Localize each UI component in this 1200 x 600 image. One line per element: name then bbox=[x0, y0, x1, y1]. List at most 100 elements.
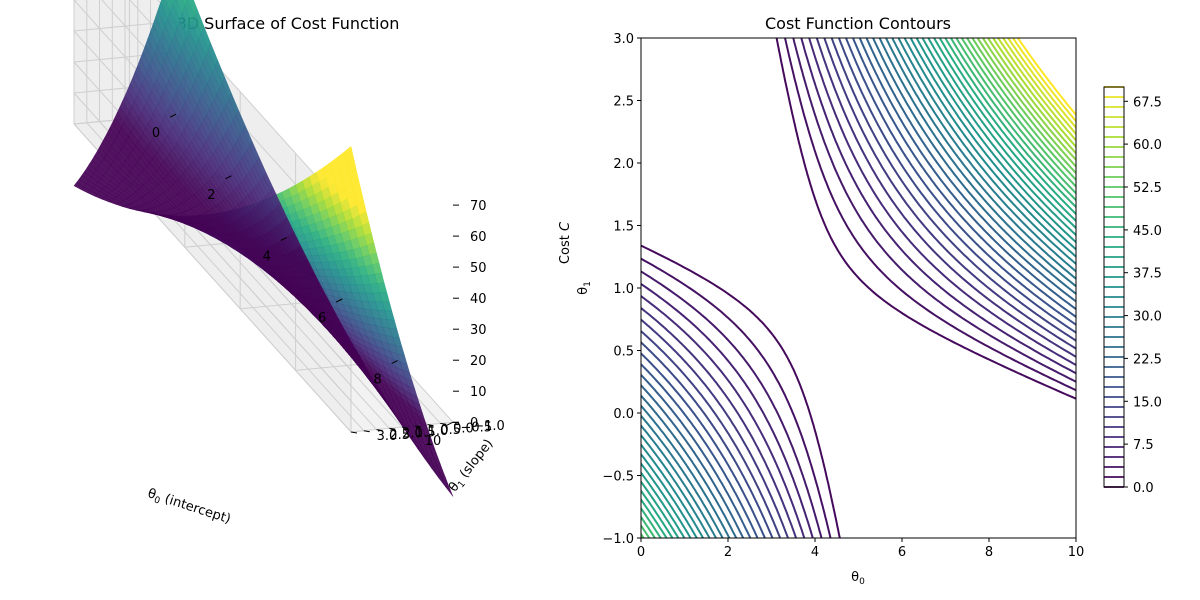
y-tick-label: −0.5 bbox=[460, 420, 492, 435]
z-tick-label: 10 bbox=[470, 385, 487, 400]
y-tick-label: 3.0 bbox=[613, 32, 634, 47]
y-tick-label: 2.5 bbox=[389, 428, 410, 443]
colorbar-tick-label: 30.0 bbox=[1133, 310, 1162, 325]
y-tick-label: 0.0 bbox=[453, 422, 474, 437]
surface-facet bbox=[176, 0, 186, 14]
x-tick-label: 2 bbox=[207, 188, 215, 203]
x-tick bbox=[280, 236, 288, 241]
contour-level-line bbox=[1016, 38, 1076, 116]
contour-level-line bbox=[641, 38, 1076, 538]
colorbar: 0.0 7.5 15.0 22.5 30.0 37.5 45.0 52.5 60.0 67.5 bbox=[1103, 86, 1162, 496]
y-tick-label: 1.5 bbox=[613, 220, 634, 235]
surface-facet bbox=[187, 0, 198, 16]
contour-level-line bbox=[641, 38, 1076, 538]
contour-level-line bbox=[641, 38, 1076, 538]
contour-level-line bbox=[641, 38, 1076, 538]
surface-facet bbox=[165, 0, 173, 12]
contour-level-line bbox=[976, 38, 1076, 168]
x-tick bbox=[169, 113, 177, 118]
contour-level-line bbox=[1012, 38, 1076, 123]
contour-level-line bbox=[641, 38, 1076, 538]
z-tick-label: 0 bbox=[470, 416, 478, 431]
y-tick bbox=[440, 422, 447, 425]
x-tick-label: 4 bbox=[811, 545, 819, 560]
y-tick bbox=[350, 431, 358, 434]
x-tick bbox=[335, 298, 343, 303]
x-tick bbox=[446, 421, 454, 426]
z-tick-label: 50 bbox=[470, 261, 487, 276]
colorbar-frame bbox=[1103, 86, 1125, 488]
contour-level-line bbox=[641, 38, 1076, 538]
contour-level-line bbox=[1007, 38, 1076, 129]
contour-level-line bbox=[641, 38, 1076, 538]
surface-facet bbox=[182, 0, 187, 6]
colorbar-tick-label: 22.5 bbox=[1133, 352, 1162, 367]
contour-level-line bbox=[641, 38, 1076, 538]
x-tick-label: 8 bbox=[985, 545, 993, 560]
x-tick-label: 0 bbox=[637, 545, 645, 560]
colorbar-tick-label: 7.5 bbox=[1133, 438, 1154, 453]
x-tick-label: 6 bbox=[318, 311, 326, 326]
surface-facet bbox=[171, 0, 175, 4]
contour-level-line bbox=[641, 38, 1076, 538]
contour-level-line bbox=[641, 38, 1076, 538]
y-tick-label: −1.0 bbox=[602, 532, 634, 547]
x-tick bbox=[225, 175, 232, 180]
contour-level-line bbox=[641, 38, 1076, 538]
surface-ticks: 0 2 4 6 8 10 −1.0−0.50.00.51.01.52.02.53.0 0 10 2… bbox=[152, 113, 505, 449]
y-tick-label: 2.5 bbox=[613, 95, 634, 110]
contour-level-line bbox=[641, 38, 1076, 538]
x-tick-label: 10 bbox=[1068, 545, 1085, 560]
z-tick-label: 60 bbox=[470, 230, 487, 245]
contour-level-line bbox=[641, 38, 1076, 538]
z-tick-label: 40 bbox=[470, 292, 487, 307]
contour-level-line bbox=[641, 38, 1076, 538]
surface-mesh bbox=[73, 0, 454, 497]
contour-ticks: 0 2 4 6 8 10 −1.0 −0.5 0.0 0.5 1.0 1.5 2.0 2.5 3.0 bbox=[602, 32, 1084, 560]
contour-level-line bbox=[641, 38, 1076, 538]
contour-level-line bbox=[641, 38, 1076, 538]
y-tick-label: 2.0 bbox=[613, 157, 634, 172]
contour-title: Cost Function Contours bbox=[765, 14, 951, 33]
contour-level-line bbox=[641, 38, 1076, 538]
x-tick-label: 8 bbox=[373, 373, 381, 388]
y-tick bbox=[363, 430, 370, 433]
contour-level-line bbox=[641, 38, 1076, 538]
y-tick-label: −0.5 bbox=[602, 470, 634, 485]
y-tick-label: 1.0 bbox=[613, 282, 634, 297]
x-tick bbox=[391, 360, 398, 365]
x-tick-label: 2 bbox=[724, 545, 732, 560]
colorbar-tick-label: 37.5 bbox=[1133, 267, 1162, 282]
z-tick-label: 20 bbox=[470, 354, 487, 369]
colorbar-tick-label: 45.0 bbox=[1133, 224, 1162, 239]
contour-level-line bbox=[997, 38, 1076, 142]
contour-chart: Cost Function Contours 0 2 4 6 8 10 −1.0 −0.5 0.… bbox=[576, 14, 1162, 587]
y-tick-label: 0.5 bbox=[613, 345, 634, 360]
colorbar-tick-label: 67.5 bbox=[1133, 95, 1162, 110]
y-tick-label: 1.5 bbox=[415, 425, 436, 440]
contour-level-line bbox=[641, 38, 1076, 538]
y-tick-label: 3.0 bbox=[377, 429, 398, 444]
surface-3d-chart: 3D Surface of Cost Function 0 2 4 6 8 10 −1.0−… bbox=[73, 0, 573, 529]
y-tick bbox=[389, 427, 396, 430]
y-tick-label: −1.0 bbox=[473, 419, 505, 434]
y-tick-label: 1.0 bbox=[428, 424, 449, 439]
z-tick-label: 70 bbox=[470, 199, 487, 214]
colorbar-tick-label: 52.5 bbox=[1133, 181, 1162, 196]
x-tick-label: 6 bbox=[898, 545, 906, 560]
contour-level-line bbox=[641, 38, 1076, 538]
surface-zlabel: Cost C bbox=[558, 221, 573, 264]
x-tick-label: 4 bbox=[263, 249, 271, 264]
contour-level-line bbox=[641, 38, 1076, 538]
contour-level-line bbox=[641, 38, 1076, 538]
contour-level-line bbox=[641, 38, 1076, 538]
contour-level-line bbox=[641, 38, 1076, 538]
z-tick-label: 30 bbox=[470, 323, 487, 338]
colorbar-tick-label: 0.0 bbox=[1133, 481, 1154, 496]
contour-level-line bbox=[987, 38, 1076, 155]
colorbar-tick-label: 60.0 bbox=[1133, 138, 1162, 153]
contour-level-line bbox=[641, 38, 1076, 538]
y-tick bbox=[414, 425, 421, 428]
y-tick-label: 0.5 bbox=[440, 423, 461, 438]
